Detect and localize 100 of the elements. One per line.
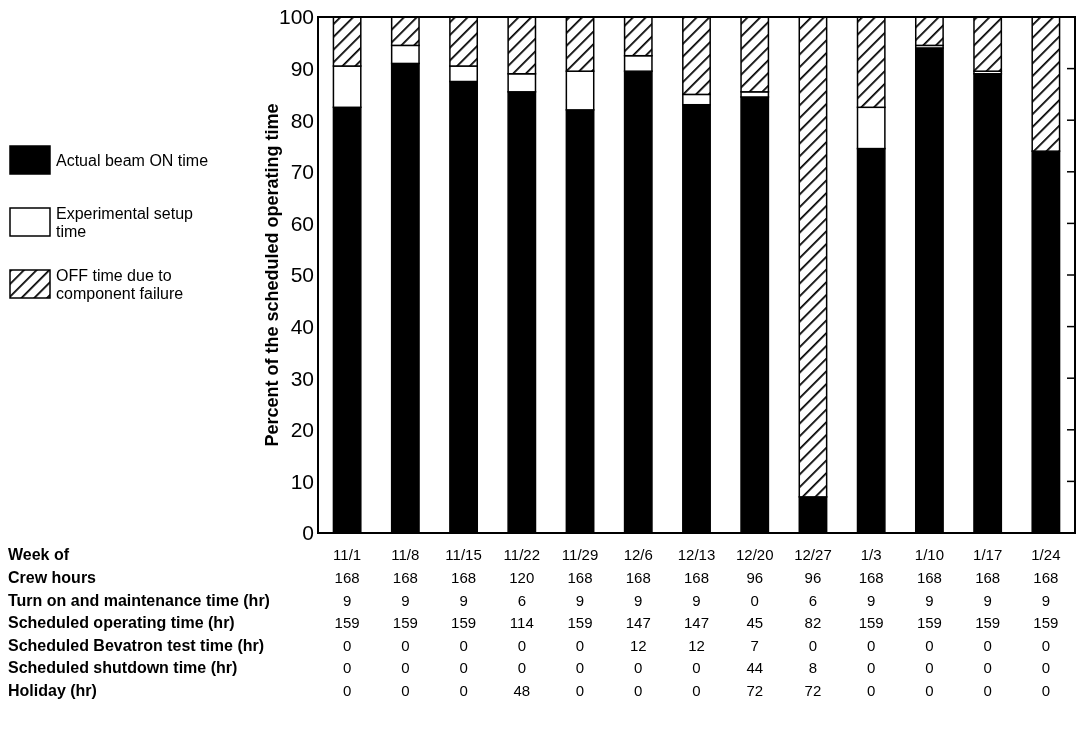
text: 0: [1041, 636, 1051, 654]
text: 0: [692, 659, 701, 676]
text: 159: [451, 614, 477, 631]
x-tick-label: 12/27: [794, 546, 832, 563]
text: 159: [975, 614, 1001, 631]
text: 159: [334, 614, 360, 631]
legend-label: OFF time due to component failure: [56, 266, 184, 302]
text: 9: [692, 591, 701, 609]
legend-label: Actual beam ON time: [56, 151, 209, 169]
text: 9: [575, 591, 585, 609]
text: 6: [517, 591, 526, 609]
text: 159: [1033, 614, 1059, 631]
y-tick-label: 60: [290, 211, 314, 235]
text: 0: [575, 659, 585, 676]
text: 44: [746, 659, 764, 676]
text: Scheduled operating time (hr): [8, 614, 235, 631]
text: 159: [916, 614, 942, 631]
x-tick-label: 11/1: [333, 546, 362, 563]
text: 72: [804, 681, 822, 699]
text: 159: [392, 614, 418, 631]
text: 0: [925, 659, 934, 676]
x-tick-label: 1/3: [860, 546, 882, 563]
x-tick-label: 1/24: [1031, 546, 1061, 563]
text: 0: [634, 681, 643, 699]
text: 0: [459, 636, 468, 654]
x-tick-label: 12/13: [677, 546, 716, 563]
y-tick-label: 80: [290, 108, 314, 132]
x-tick-label: 11/8: [391, 546, 420, 563]
x-tick-label: 12/6: [623, 546, 653, 563]
text: 8: [808, 659, 818, 676]
legend-label: Experimental setup time: [56, 204, 194, 240]
text: 0: [925, 636, 934, 654]
text: 0: [575, 636, 585, 654]
text: 12: [629, 636, 647, 654]
y-tick-label: 10: [290, 469, 314, 493]
text: Holiday (hr): [8, 681, 97, 699]
y-tick-label: 90: [290, 56, 314, 80]
text: 0: [808, 636, 818, 654]
text: 0: [401, 659, 410, 676]
x-tick-label: 1/10: [914, 546, 945, 563]
text: 168: [683, 569, 710, 586]
text: 0: [517, 636, 526, 654]
text: 0: [867, 636, 876, 654]
text: 0: [517, 659, 526, 676]
text: 9: [1041, 591, 1051, 609]
text: 0: [1041, 681, 1051, 699]
text: 0: [750, 591, 759, 609]
y-tick-label: 40: [290, 314, 314, 338]
text: 9: [401, 591, 410, 609]
text: 0: [983, 636, 992, 654]
text: 114: [509, 614, 534, 631]
text: 9: [634, 591, 643, 609]
text: 0: [459, 681, 468, 699]
text: 168: [858, 569, 884, 586]
text: 9: [459, 591, 468, 609]
text: 120: [509, 569, 535, 586]
text: 0: [342, 681, 352, 699]
text: 0: [342, 659, 352, 676]
text: 0: [575, 681, 585, 699]
text: 168: [625, 569, 651, 586]
text: Week of: [8, 546, 70, 563]
text: 0: [983, 681, 992, 699]
x-tick-label: 11/29: [561, 546, 599, 563]
x-tick-label: 11/22: [503, 546, 541, 563]
text: 48: [513, 681, 531, 699]
text: 147: [625, 614, 651, 631]
x-tick-label: 12/20: [735, 546, 774, 563]
y-tick-label: 50: [290, 263, 314, 287]
text: 0: [459, 659, 468, 676]
x-tick-label: 11/15: [445, 546, 482, 563]
text: 0: [983, 659, 992, 676]
text: 168: [916, 569, 942, 586]
text: 0: [401, 636, 410, 654]
text: 168: [567, 569, 593, 586]
text: Crew hours: [8, 569, 97, 586]
text: 96: [804, 569, 822, 586]
text: 0: [401, 681, 410, 699]
text: 159: [858, 614, 884, 631]
text: 159: [567, 614, 593, 631]
text: 0: [342, 636, 352, 654]
text: 72: [746, 681, 764, 699]
text: 9: [925, 591, 934, 609]
text: Scheduled Bevatron test time (hr): [8, 636, 265, 654]
text: 0: [634, 659, 643, 676]
text: 12: [688, 636, 705, 654]
text: 168: [392, 569, 418, 586]
text: 96: [746, 569, 764, 586]
y-tick-label: 70: [290, 160, 314, 184]
text: 168: [451, 569, 477, 586]
y-axis-title: Percent of the scheduled operating time: [262, 103, 282, 447]
text: 147: [683, 614, 710, 631]
text: 0: [867, 659, 876, 676]
text: 168: [334, 569, 360, 586]
text: 9: [983, 591, 992, 609]
text: Scheduled shutdown time (hr): [8, 659, 238, 676]
y-tick-label: 30: [290, 366, 314, 390]
y-tick-label: 0: [302, 521, 314, 545]
text: 6: [808, 591, 818, 609]
text: 0: [925, 681, 934, 699]
text: 45: [746, 614, 764, 631]
